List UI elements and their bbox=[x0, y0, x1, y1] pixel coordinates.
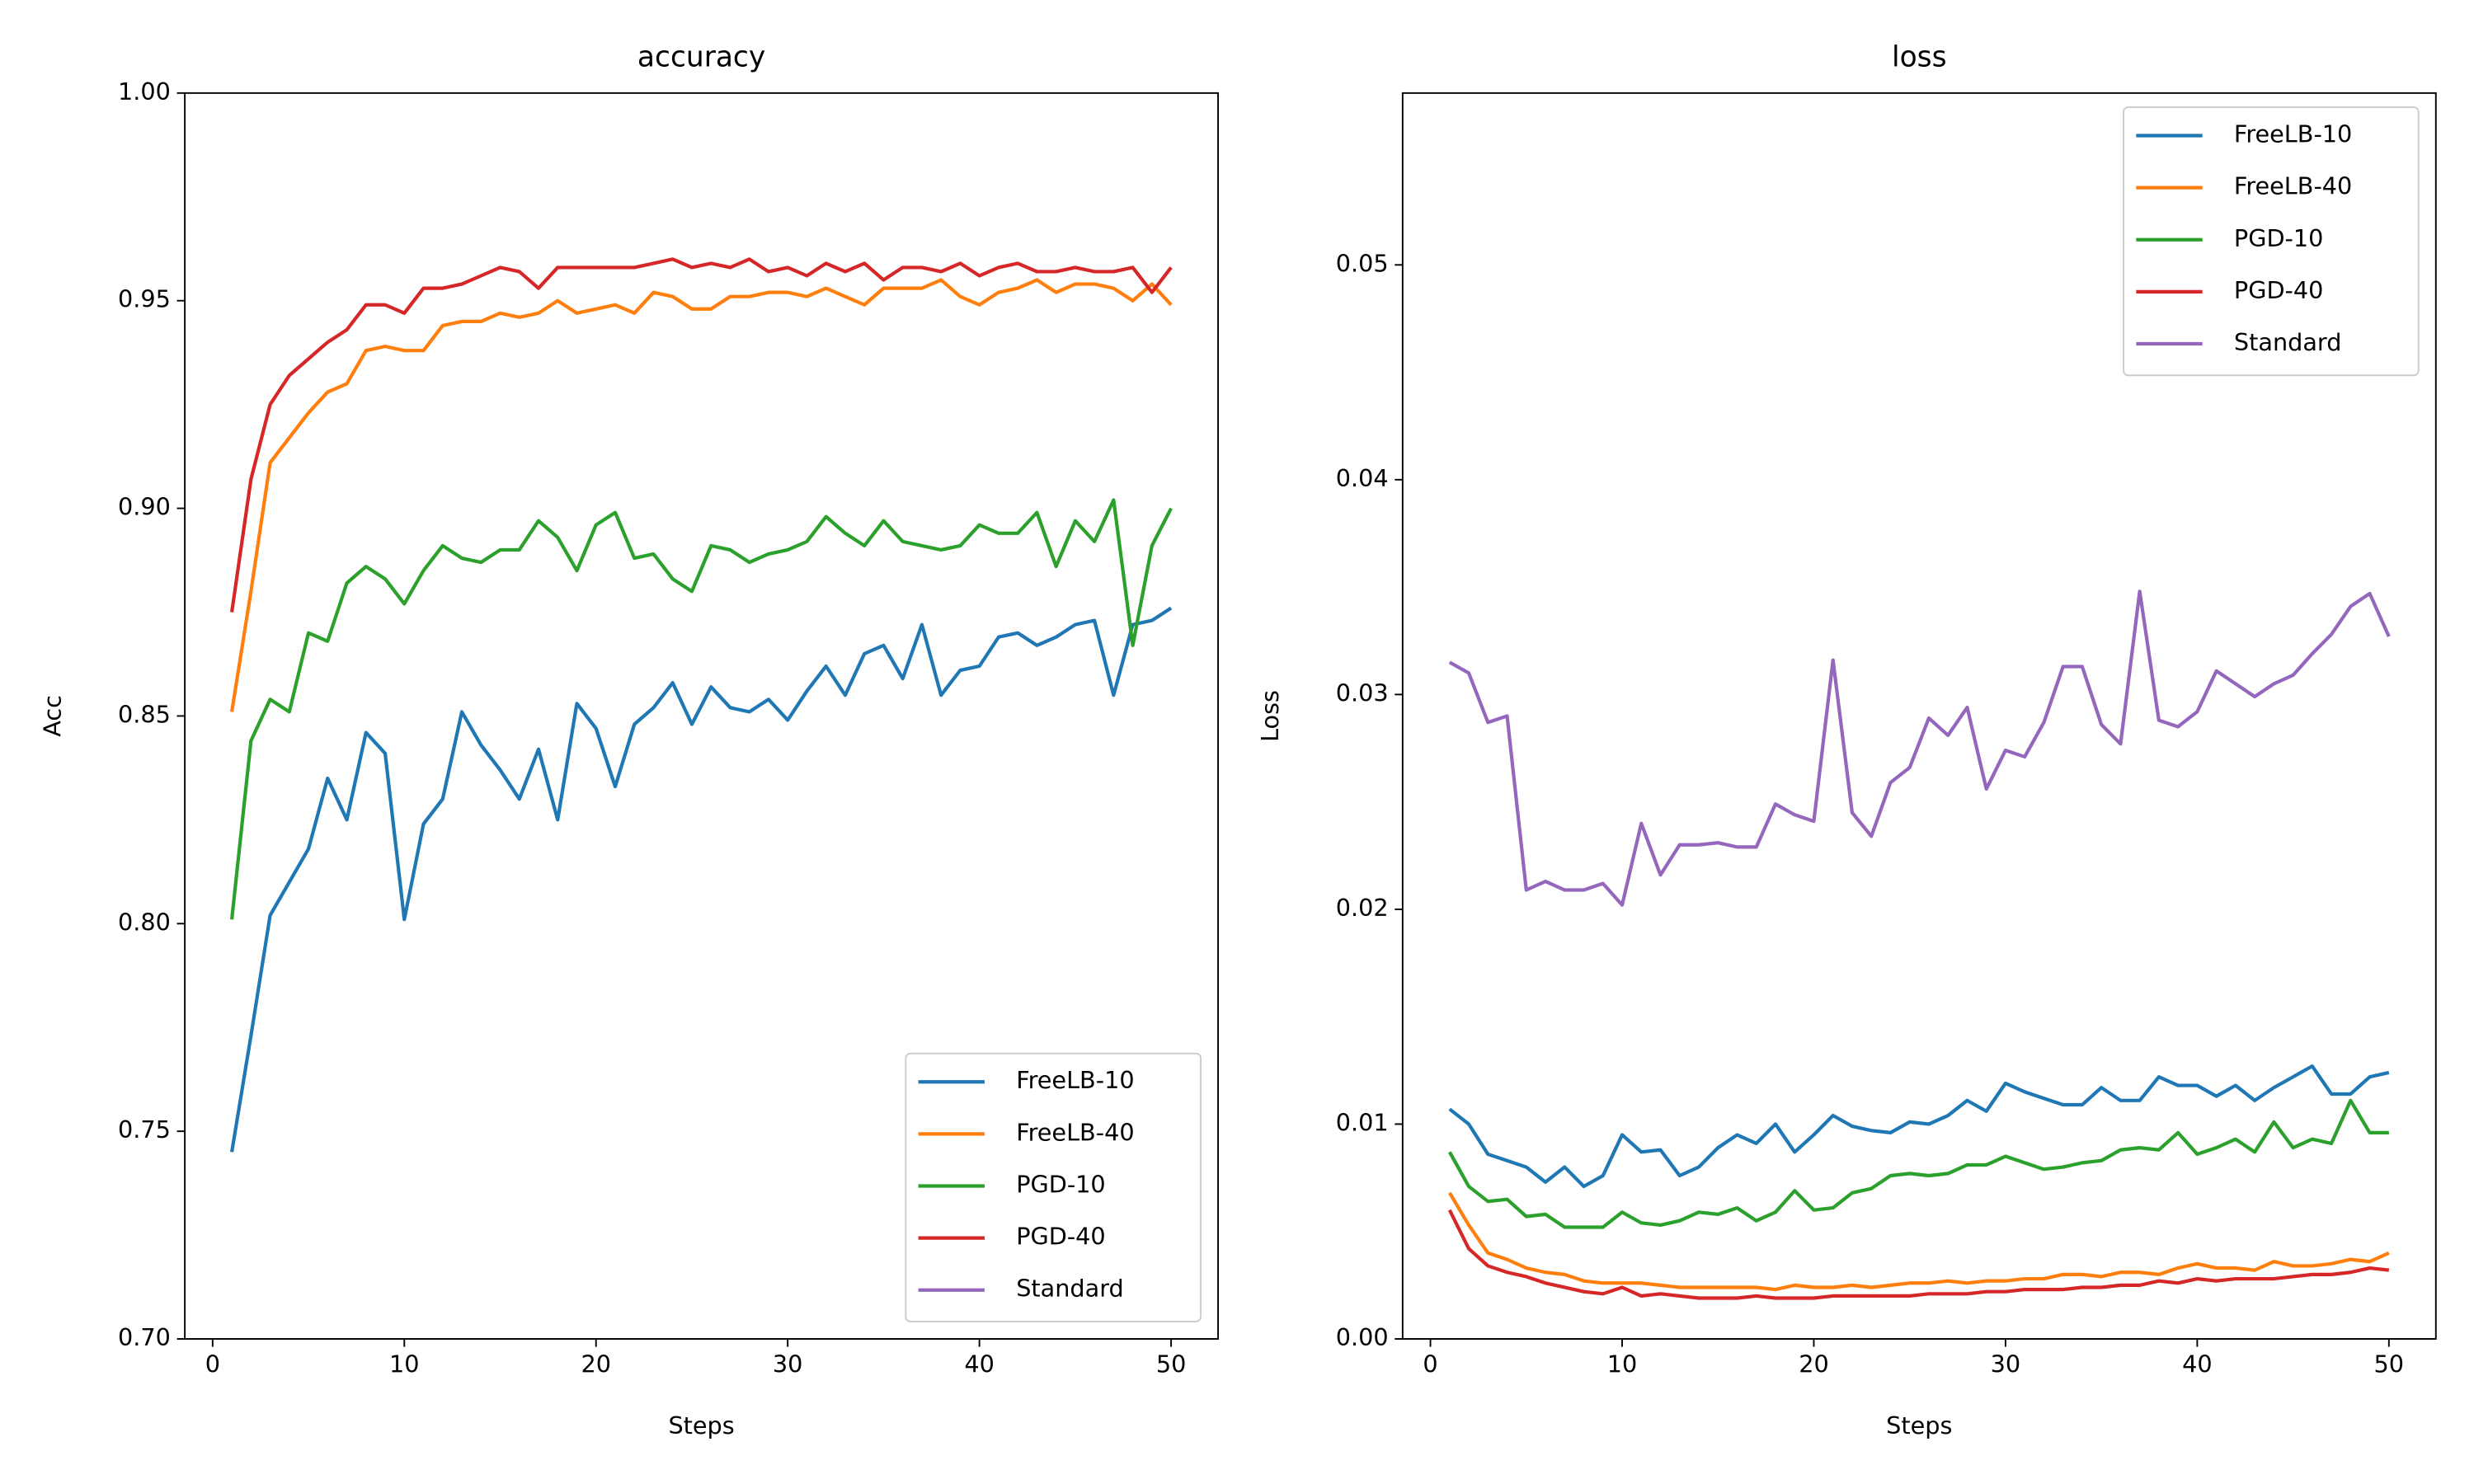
x-tick-label: 10 bbox=[1607, 1350, 1638, 1378]
legend-label: PGD-40 bbox=[2234, 276, 2323, 304]
legend-label: PGD-40 bbox=[1016, 1223, 1105, 1251]
line-series bbox=[1447, 1191, 2390, 1292]
x-tick-label: 40 bbox=[964, 1350, 995, 1378]
legend-label: Standard bbox=[2234, 328, 2342, 356]
y-tick-label: 0.01 bbox=[1336, 1108, 1389, 1136]
plot: loss 0 10 20 30 40 50 0.00 0.01 0.02 0.03 0.04 0.05 S… bbox=[1256, 40, 2437, 1439]
legend-label: Standard bbox=[1016, 1275, 1124, 1303]
legend-label: FreeLB-10 bbox=[2234, 120, 2352, 148]
y-tick-label: 0.95 bbox=[118, 285, 171, 313]
line-series bbox=[229, 498, 1173, 920]
chart-title: loss bbox=[1892, 40, 1947, 73]
plot: accuracy 0 10 20 30 40 50 0.70 0.75 0.80 0.85 0.90 0… bbox=[38, 40, 1220, 1439]
line-series bbox=[229, 278, 1173, 712]
x-tick-label: 20 bbox=[1799, 1350, 1829, 1378]
legend-box bbox=[2123, 106, 2420, 377]
line-series bbox=[229, 606, 1173, 1153]
x-tick-label: 40 bbox=[2182, 1350, 2213, 1378]
legend-label: FreeLB-10 bbox=[1016, 1066, 1134, 1094]
y-tick-label: 0.70 bbox=[118, 1323, 171, 1351]
x-tick-label: 50 bbox=[2374, 1350, 2405, 1378]
y-tick-label: 0.90 bbox=[118, 493, 171, 521]
line-series bbox=[229, 257, 1173, 613]
legend-label: PGD-10 bbox=[2234, 224, 2323, 252]
plot-frame bbox=[184, 92, 1220, 1340]
y-tick-label: 0.00 bbox=[1336, 1323, 1389, 1351]
x-tick-label: 30 bbox=[773, 1350, 803, 1378]
x-tick-label: 10 bbox=[389, 1350, 420, 1378]
x-tick-label: 0 bbox=[1423, 1350, 1437, 1378]
legend: FreeLB-10 FreeLB-40 PGD-10 PGD-40 Standard bbox=[905, 1052, 1202, 1322]
legend: FreeLB-10 FreeLB-40 PGD-10 PGD-40 Standard bbox=[2123, 106, 2420, 377]
x-tick-label: 30 bbox=[1991, 1350, 2021, 1378]
x-axis-label: Steps bbox=[1886, 1411, 1952, 1439]
line-series bbox=[1447, 1209, 2390, 1300]
legend-label: FreeLB-40 bbox=[1016, 1118, 1134, 1146]
x-tick-label: 50 bbox=[1156, 1350, 1187, 1378]
legend-label: FreeLB-40 bbox=[2234, 172, 2352, 200]
y-tick-label: 0.75 bbox=[118, 1115, 171, 1144]
x-tick-label: 20 bbox=[581, 1350, 611, 1378]
y-tick-label: 0.05 bbox=[1336, 249, 1389, 277]
y-tick-label: 0.03 bbox=[1336, 679, 1389, 707]
y-tick-label: 0.04 bbox=[1336, 464, 1389, 492]
y-tick-label: 1.00 bbox=[118, 77, 171, 106]
line-series bbox=[1447, 1098, 2389, 1229]
x-tick-label: 0 bbox=[205, 1350, 220, 1378]
legend-box bbox=[905, 1052, 1202, 1322]
y-axis-label: Acc bbox=[38, 695, 66, 737]
line-series bbox=[1448, 1064, 2390, 1189]
plot-frame bbox=[1401, 92, 2437, 1340]
y-tick-label: 0.02 bbox=[1336, 894, 1389, 922]
y-tick-label: 0.85 bbox=[118, 700, 171, 728]
legend-label: PGD-10 bbox=[1016, 1170, 1105, 1198]
line-series bbox=[1448, 589, 2391, 907]
x-axis-label: Steps bbox=[668, 1411, 734, 1439]
y-axis-label: Loss bbox=[1256, 690, 1284, 742]
chart-title: accuracy bbox=[637, 40, 765, 73]
y-tick-label: 0.80 bbox=[118, 908, 171, 936]
